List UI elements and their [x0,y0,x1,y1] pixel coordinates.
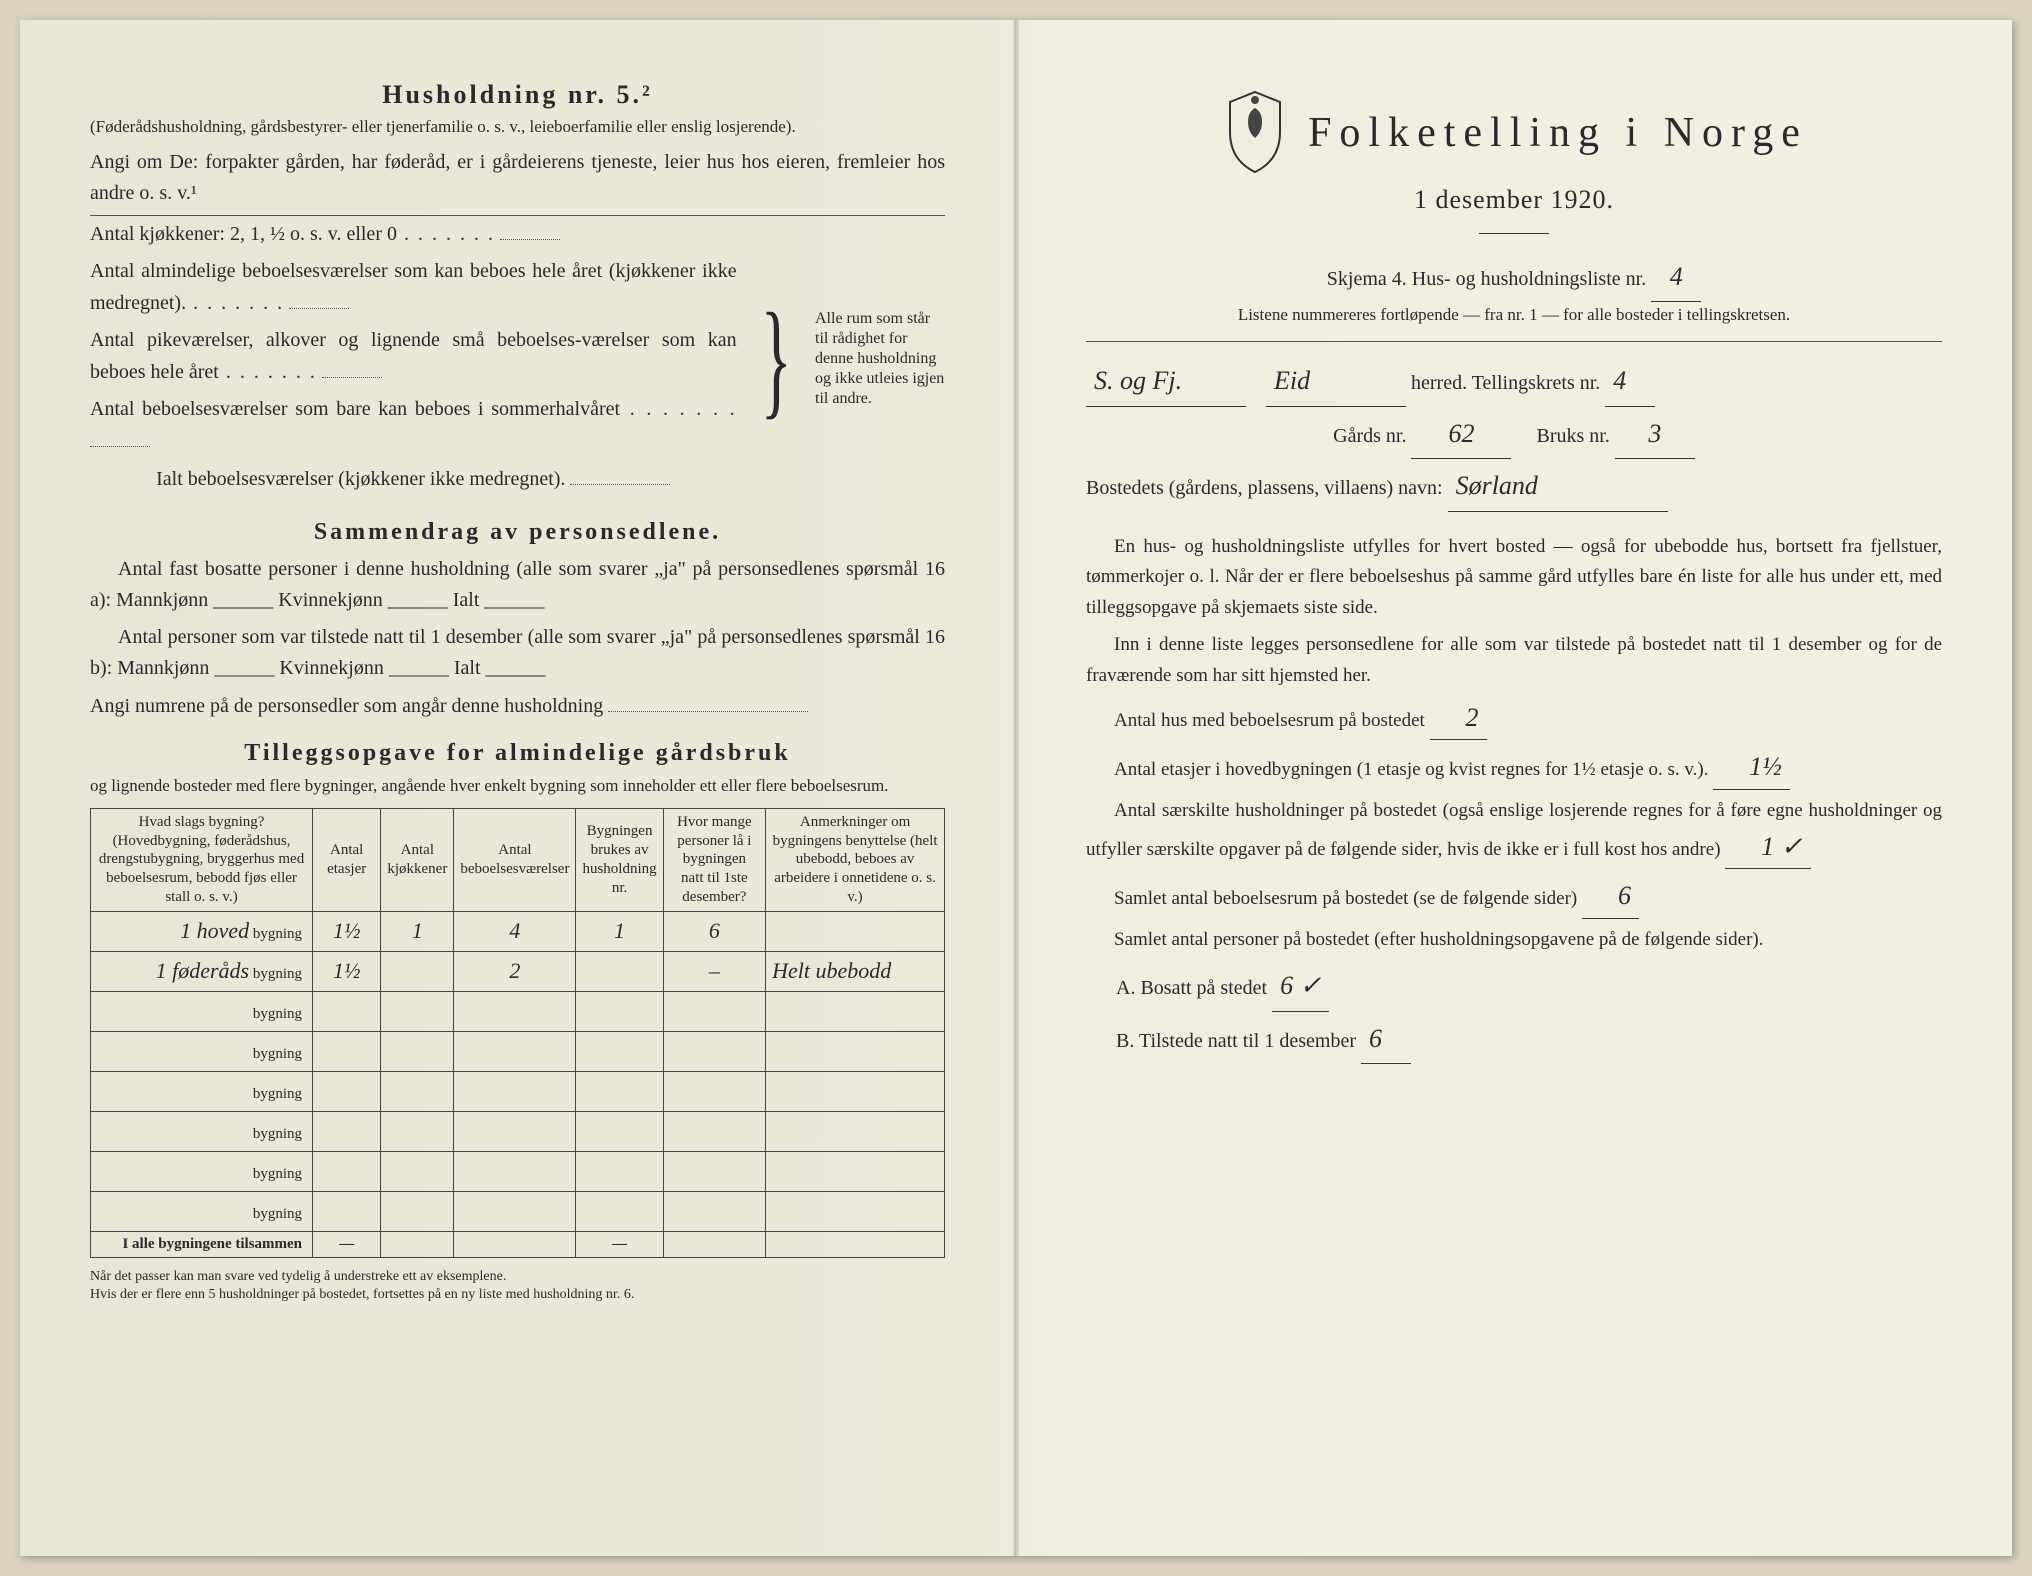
krets-nr: 4 [1605,356,1655,406]
subtitle: 1 desember 1920. [1086,185,1942,215]
summary-p1: Antal fast bosatte personer i denne hush… [90,554,945,616]
b-val: 6 [1361,1014,1411,1064]
etasjer-label: Antal etasjer i hovedbygningen (1 etasje… [1114,759,1708,780]
bosted-name: Sørland [1448,461,1668,511]
brace-text: Alle rum som står til rådighet for denne… [815,309,945,409]
main-title: Folketelling i Norge [1308,109,1808,157]
gards-nr: 62 [1411,409,1511,459]
tillegg-sub: og lignende bosteder med flere bygninger… [90,775,945,798]
table-row: bygning [91,1071,945,1111]
document-sheet: Husholdning nr. 5.² (Føderådshusholdning… [20,20,2012,1556]
th-kjokken: Antal kjøkkener [381,808,454,911]
summary-p3: Angi numrene på de personsedler som angå… [90,695,603,717]
summary-title: Sammendrag av personsedlene. [90,519,945,546]
th-bebo: Antal beboelsesværelser [454,808,576,911]
herred-hand: Eid [1266,356,1406,406]
listene-note: Listene nummereres fortløpende — fra nr.… [1086,304,1942,327]
rooms-block: Antal kjøkkener: 2, 1, ½ o. s. v. eller … [90,218,945,501]
rooms-l1: Antal kjøkkener: 2, 1, ½ o. s. v. eller … [90,223,397,245]
bruks-label: Bruks nr. [1536,425,1609,447]
county-hand: S. og Fj. [1086,356,1246,406]
antal-hus-label: Antal hus med beboelsesrum på bostedet [1114,710,1425,731]
left-page: Husholdning nr. 5.² (Føderådshusholdning… [20,20,1016,1556]
bosted-label: Bostedets (gårdens, plassens, villaens) … [1086,477,1443,499]
a-val: 6 ✓ [1272,961,1329,1011]
footnote: Når det passer kan man svare ved tydelig… [90,1268,945,1304]
rooms-l5: Ialt beboelsesværelser (kjøkkener ikke m… [156,468,565,490]
gards-label: Gårds nr. [1333,425,1406,447]
saerskilte-val: 1 ✓ [1725,826,1810,869]
samlet-rum: 6 [1582,875,1639,918]
b-label: B. Tilstede natt til 1 desember [1116,1030,1356,1052]
right-p2: Inn i denne liste legges personsedlene f… [1086,630,1942,692]
table-row: bygning [91,1151,945,1191]
heading-sub1: (Føderådshusholdning, gårdsbestyrer- ell… [90,116,945,139]
buildings-table: Hvad slags bygning? (Hovedbygning, føder… [90,808,945,1258]
right-p1: En hus- og husholdningsliste utfylles fo… [1086,532,1942,624]
skjema-label: Skjema 4. Hus- og husholdningsliste nr. [1327,268,1646,290]
saerskilte-label: Antal særskilte husholdninger på bostede… [1086,800,1942,861]
right-page: Folketelling i Norge 1 desember 1920. Sk… [1016,20,2012,1556]
heading-sub2: Angi om De: forpakter gården, har føderå… [90,147,945,209]
table-row: bygning [91,1031,945,1071]
household-heading: Husholdning nr. 5.² [90,80,945,110]
bruks-nr: 3 [1615,409,1695,459]
th-note: Anmerkninger om bygningens benyttelse (h… [766,808,945,911]
antal-hus: 2 [1430,697,1487,740]
samlet-pers-label: Samlet antal personer på bostedet (efter… [1086,925,1942,956]
etasjer-val: 1½ [1713,746,1790,789]
th-type: Hvad slags bygning? (Hovedbygning, føder… [91,808,313,911]
table-row: bygning [91,991,945,1031]
table-row: 1 hoved bygning1½1416 [91,911,945,951]
samlet-rum-label: Samlet antal beboelsesrum på bostedet (s… [1114,888,1577,909]
table-row: bygning [91,1111,945,1151]
sum-label: I alle bygningene tilsammen [91,1231,313,1257]
rooms-l3: Antal pikeværelser, alkover og lignende … [90,329,737,383]
rooms-l4: Antal beboelsesværelser som bare kan beb… [90,398,620,420]
th-persons: Hvor mange personer lå i bygningen natt … [663,808,765,911]
sum-dash: — [313,1231,381,1257]
tillegg-title: Tilleggsopgave for almindelige gårdsbruk [90,740,945,767]
table-row: 1 føderåds bygning1½2–Helt ubebodd [91,951,945,991]
table-row: bygning [91,1191,945,1231]
skjema-nr: 4 [1651,252,1701,302]
a-label: A. Bosatt på stedet [1116,977,1267,999]
brace-icon: } [760,298,791,422]
crest-icon [1220,90,1290,175]
summary-p2: Antal personer som var tilstede natt til… [90,622,945,684]
th-etasjer: Antal etasjer [313,808,381,911]
th-hush: Bygningen brukes av husholdning nr. [576,808,663,911]
herred-label: herred. Tellingskrets nr. [1411,372,1600,394]
